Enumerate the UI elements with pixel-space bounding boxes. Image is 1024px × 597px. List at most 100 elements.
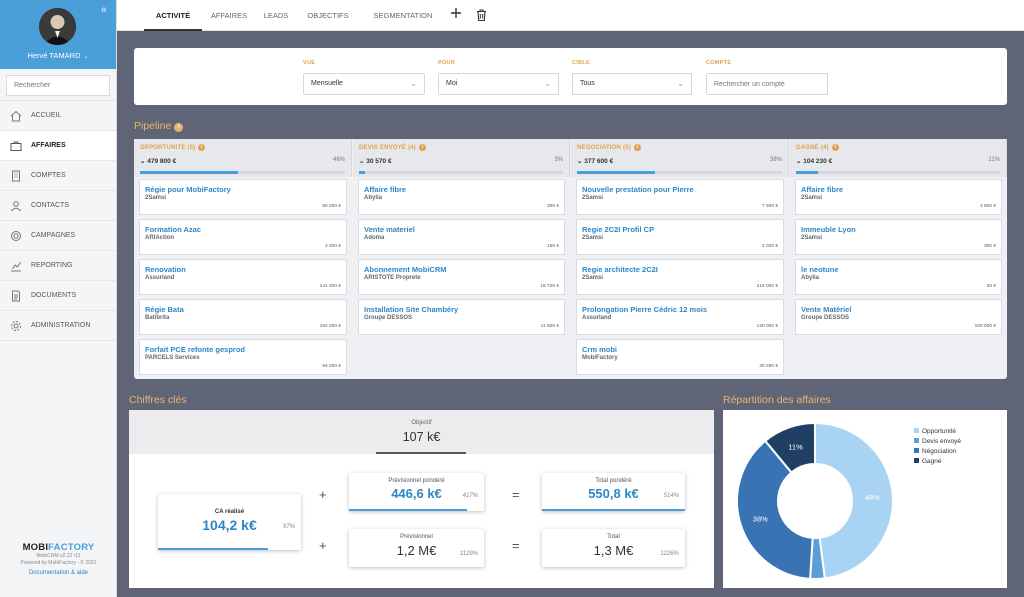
chevron-down-icon: ⌄ [677, 79, 684, 88]
deal-card[interactable]: Vente Matériel Groupe DESSOS 100 000 € [795, 299, 1002, 335]
info-icon[interactable]: i [831, 144, 839, 151]
deal-title[interactable]: Regie 2C2I Profil CP [582, 225, 655, 234]
deal-company: Adoma [364, 235, 385, 241]
sidebar-item-campagnes[interactable]: CAMPAGNES [0, 221, 116, 251]
tab-segmentation[interactable]: SEGMENTATION [373, 11, 433, 20]
legend-item[interactable]: Devis envoyé [914, 438, 961, 445]
deal-title[interactable]: Immeuble Lyon [801, 225, 856, 234]
deal-title[interactable]: Affaire fibre [801, 185, 844, 194]
column-progress-bar [359, 171, 563, 174]
chevron-down-icon: ⌄ [544, 79, 551, 88]
column-amount[interactable]: ⌄ 377 600 € [577, 158, 614, 165]
deal-title[interactable]: Vente Matériel [801, 305, 852, 314]
deal-company: 2Samsi [801, 235, 823, 241]
deal-amount: 7 500 € [761, 204, 778, 209]
donut-slice-1[interactable] [814, 421, 894, 580]
donut-slice-3[interactable] [736, 439, 814, 580]
deal-card[interactable]: Prolongation Pierre Cédric 12 mois Assurl… [576, 299, 784, 335]
deal-title[interactable]: Nouvelle prestation pour Pierre [582, 185, 694, 194]
total-card: Total 1,3 M€ 1226% [542, 529, 685, 567]
sidebar-item-administration[interactable]: ADMINISTRATION [0, 311, 116, 341]
search-input[interactable] [6, 75, 110, 96]
deal-title[interactable]: Régie pour MobiFactory [145, 185, 231, 194]
deal-title[interactable]: le neotune [801, 265, 839, 274]
info-icon[interactable]: i [174, 123, 184, 132]
deal-card[interactable]: le neotune Abylia 30 € [795, 259, 1002, 295]
deal-title[interactable]: Renovation [145, 265, 186, 274]
add-icon[interactable] [450, 6, 462, 24]
deal-title[interactable]: Formation Azac [145, 225, 201, 234]
deal-card[interactable]: Forfait PCE refonte gesprod PARCELS Servi… [139, 339, 347, 375]
avatar[interactable] [39, 8, 76, 45]
deal-card[interactable]: Immeuble Lyon 2Samsi 300 € [795, 219, 1002, 255]
deal-title[interactable]: Regie architecte 2C2I [582, 265, 658, 274]
deal-card[interactable]: Formation Azac ARIAction 2 400 € [139, 219, 347, 255]
legend-item[interactable]: Opportunité [914, 428, 956, 435]
deal-title[interactable]: Vente materiel [364, 225, 415, 234]
sidebar-item-comptes[interactable]: COMPTES [0, 161, 116, 191]
vue-select[interactable]: Mensuelle ⌄ [303, 73, 425, 95]
sidebar-item-accueil[interactable]: ACCUEIL [0, 101, 116, 131]
deal-title[interactable]: Crm mobi [582, 345, 618, 354]
tab-activite[interactable]: ACTIVITÉ [144, 0, 202, 31]
deal-card[interactable]: Abonnement MobiCRM ARISTOTE Proprete 18 72… [358, 259, 565, 295]
legend-item[interactable]: Négociation [914, 448, 956, 455]
column-amount[interactable]: ⌄ 30 570 € [359, 158, 392, 165]
deal-amount: 300 € [983, 244, 996, 249]
collapse-sidebar-icon[interactable]: « [100, 4, 107, 16]
deal-card[interactable]: Vente materiel Adoma 150 € [358, 219, 565, 255]
deal-amount: 64 000 € [322, 364, 341, 369]
cible-select[interactable]: Tous ⌄ [572, 73, 692, 95]
deal-card[interactable]: Régie Bata Batibrita 192 000 € [139, 299, 347, 335]
chevron-down-icon: ⌄ [83, 54, 89, 60]
column-percent: 38% [769, 157, 782, 163]
username-menu[interactable]: Hervé TAMARD ⌄ [0, 51, 116, 60]
deal-card[interactable]: Régie pour MobiFactory 2Samsi 80 000 € [139, 179, 347, 215]
deal-card[interactable]: Regie 2C2I Profil CP 2Samsi 4 020 € [576, 219, 784, 255]
deal-card[interactable]: Crm mobi MobiFactory 30 280 € [576, 339, 784, 375]
pour-select[interactable]: Moi ⌄ [438, 73, 559, 95]
sidebar-item-affaires[interactable]: AFFAIRES [0, 131, 116, 161]
sidebar-item-reporting[interactable]: REPORTING [0, 251, 116, 281]
deal-amount: 120 000 € [756, 324, 778, 329]
compte-search-input[interactable] [706, 73, 828, 95]
kpi-title: Chiffres clés [129, 394, 187, 406]
deal-card[interactable]: Regie architecte 2C2I 2Samsi 216 000 € [576, 259, 784, 295]
info-icon[interactable]: i [198, 144, 206, 151]
deal-card[interactable]: Renovation Assurland 141 400 € [139, 259, 347, 295]
deal-card[interactable]: Affaire fibre Abylia 300 € [358, 179, 565, 215]
deal-title[interactable]: Installation Site Chambéry [364, 305, 459, 314]
tab-leads[interactable]: LEADS [263, 11, 289, 20]
deal-card[interactable]: Affaire fibre 2Samsi 3 900 € [795, 179, 1002, 215]
legend-item[interactable]: Gagné [914, 458, 942, 465]
deal-company: Assurland [145, 275, 175, 281]
ca-pct: 97% [282, 524, 295, 530]
total-pct: 1226% [660, 551, 679, 557]
info-icon[interactable]: i [633, 144, 641, 151]
tab-objectifs[interactable]: OBJECTIFS [307, 11, 349, 20]
prev-pondere-value: 446,6 k€ [391, 486, 442, 501]
deal-card[interactable]: Nouvelle prestation pour Pierre 2Samsi 7 5… [576, 179, 784, 215]
deal-title[interactable]: Affaire fibre [364, 185, 407, 194]
deal-card[interactable]: Installation Site Chambéry Groupe DESSOS 1… [358, 299, 565, 335]
repartition-title: Répartition des affaires [723, 394, 831, 406]
prev-card: Prévisionnel 1,2 M€ 1129% [349, 529, 484, 567]
deal-title[interactable]: Forfait PCE refonte gesprod [145, 345, 246, 354]
sidebar-item-contacts[interactable]: CONTACTS [0, 191, 116, 221]
sidebar-item-documents[interactable]: DOCUMENTS [0, 281, 116, 311]
donut-slice-4[interactable] [763, 421, 816, 474]
column-progress-fill [796, 171, 819, 174]
column-amount[interactable]: ⌄ 104 230 € [796, 158, 833, 165]
documentation-link[interactable]: Documentation & aide [28, 570, 89, 576]
deal-title[interactable]: Abonnement MobiCRM [364, 265, 447, 274]
deal-company: Assurland [582, 315, 612, 321]
tab-affaires[interactable]: AFFAIRES [210, 11, 248, 20]
column-amount[interactable]: ⌄ 479 800 € [140, 158, 177, 165]
deal-title[interactable]: Prolongation Pierre Cédric 12 mois [582, 305, 708, 314]
deal-title[interactable]: Régie Bata [145, 305, 184, 314]
vue-label: VUE [303, 60, 316, 66]
building-icon [12, 170, 20, 181]
trash-icon[interactable] [476, 8, 487, 26]
info-icon[interactable]: i [418, 144, 426, 151]
legend-label: Opportunité [922, 428, 956, 435]
